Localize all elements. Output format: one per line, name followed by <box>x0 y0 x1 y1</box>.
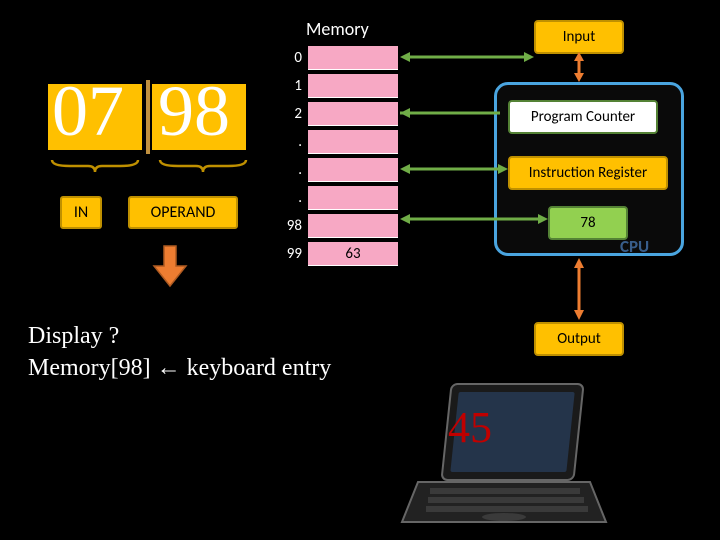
mem-row: . <box>280 128 398 156</box>
output-box: Output <box>534 322 624 356</box>
arrow-input-cpu <box>572 52 586 82</box>
val78-box: 78 <box>548 206 628 240</box>
mem-row: 98 <box>280 212 398 240</box>
laptop-icon <box>400 380 610 535</box>
mem-row: 9963 <box>280 240 398 268</box>
in-tag: IN <box>60 196 102 229</box>
laptop-screen-value: 45 <box>448 402 492 453</box>
underbrace-right <box>158 158 248 174</box>
memory-column: 0 1 2 . . . 98 9963 <box>280 44 398 268</box>
pc-box: Program Counter <box>508 100 658 134</box>
arrow-mem-input <box>400 50 534 64</box>
memory-title: Memory <box>306 18 369 40</box>
underbrace-left <box>50 158 140 174</box>
cpu-label: CPU <box>620 236 649 257</box>
mem-row: 1 <box>280 72 398 100</box>
big-98: 98 <box>158 70 230 153</box>
arrow-mem-78 <box>400 212 548 226</box>
arrow-cpu-output <box>572 258 586 320</box>
big-07: 07 <box>52 70 124 153</box>
operand-tag: OPERAND <box>128 196 238 229</box>
mem-row: . <box>280 184 398 212</box>
highlight-divider <box>146 80 150 154</box>
arrow-mem-ir <box>400 162 508 176</box>
display-line2: Memory[98] ← keyboard entry <box>28 352 331 384</box>
ir-box: Instruction Register <box>508 156 668 190</box>
display-line1: Display ? <box>28 320 331 352</box>
down-arrow-icon <box>152 244 188 293</box>
display-text: Display ? Memory[98] ← keyboard entry <box>28 320 331 385</box>
mem-row: 0 <box>280 44 398 72</box>
mem-row: . <box>280 156 398 184</box>
mem-row: 2 <box>280 100 398 128</box>
input-box: Input <box>534 20 624 54</box>
arrow-mem-pc <box>400 106 508 120</box>
